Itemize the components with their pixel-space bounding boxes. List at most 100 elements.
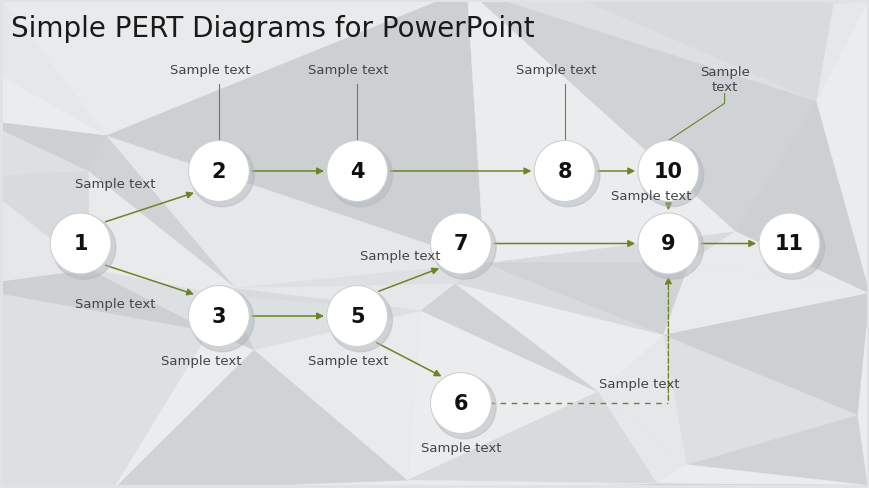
Ellipse shape	[535, 143, 600, 207]
Polygon shape	[3, 485, 112, 488]
Text: 7: 7	[453, 234, 468, 254]
Polygon shape	[597, 392, 686, 484]
Ellipse shape	[52, 216, 116, 280]
Polygon shape	[70, 480, 408, 488]
Text: Sample text: Sample text	[610, 189, 691, 202]
Polygon shape	[70, 484, 866, 488]
Polygon shape	[815, 3, 866, 102]
Text: 4: 4	[349, 162, 364, 182]
Ellipse shape	[640, 216, 703, 280]
Text: Sample
text: Sample text	[699, 66, 749, 94]
Ellipse shape	[758, 214, 819, 274]
Polygon shape	[106, 0, 484, 264]
Polygon shape	[535, 0, 866, 3]
Polygon shape	[857, 294, 868, 485]
Ellipse shape	[430, 373, 491, 434]
Polygon shape	[662, 294, 868, 415]
Polygon shape	[229, 288, 421, 311]
Polygon shape	[235, 285, 454, 311]
Polygon shape	[0, 121, 88, 178]
Text: 11: 11	[774, 234, 803, 254]
Polygon shape	[112, 332, 254, 488]
Polygon shape	[0, 270, 209, 332]
Ellipse shape	[432, 216, 495, 280]
Polygon shape	[3, 0, 535, 3]
Polygon shape	[662, 263, 868, 336]
Polygon shape	[0, 3, 106, 137]
Polygon shape	[90, 270, 229, 332]
Polygon shape	[484, 232, 735, 264]
Polygon shape	[815, 3, 868, 294]
Polygon shape	[0, 178, 90, 287]
Text: Sample text: Sample text	[75, 298, 156, 311]
Polygon shape	[689, 232, 868, 294]
Polygon shape	[3, 332, 209, 488]
Text: 5: 5	[349, 306, 364, 326]
Polygon shape	[90, 270, 235, 297]
Polygon shape	[106, 137, 484, 288]
Ellipse shape	[637, 214, 698, 274]
Text: 10: 10	[653, 162, 682, 182]
Polygon shape	[408, 311, 597, 480]
Polygon shape	[3, 0, 467, 137]
Polygon shape	[770, 0, 833, 102]
Ellipse shape	[189, 286, 249, 347]
Polygon shape	[656, 465, 866, 485]
Text: 1: 1	[73, 234, 88, 254]
Polygon shape	[0, 3, 3, 121]
Polygon shape	[467, 0, 815, 102]
Polygon shape	[454, 264, 662, 336]
Text: Simple PERT Diagrams for PowerPoint: Simple PERT Diagrams for PowerPoint	[11, 15, 534, 43]
Polygon shape	[0, 172, 90, 270]
Polygon shape	[421, 285, 597, 392]
Ellipse shape	[190, 143, 254, 207]
Polygon shape	[770, 0, 866, 5]
Polygon shape	[70, 480, 656, 488]
Polygon shape	[662, 336, 857, 465]
Text: Sample text: Sample text	[161, 354, 242, 367]
Ellipse shape	[190, 288, 254, 352]
Text: Sample text: Sample text	[515, 64, 595, 77]
Ellipse shape	[760, 216, 824, 280]
Text: 2: 2	[211, 162, 226, 182]
Polygon shape	[112, 350, 408, 488]
Polygon shape	[408, 392, 656, 484]
Ellipse shape	[432, 375, 495, 439]
Polygon shape	[88, 172, 235, 288]
Ellipse shape	[328, 288, 392, 352]
Polygon shape	[235, 264, 484, 288]
Text: Sample text: Sample text	[308, 64, 388, 77]
Text: Sample text: Sample text	[599, 377, 679, 390]
Ellipse shape	[328, 143, 392, 207]
Text: 9: 9	[660, 234, 675, 254]
Polygon shape	[0, 121, 106, 172]
Polygon shape	[484, 263, 689, 336]
Polygon shape	[0, 72, 106, 137]
Polygon shape	[467, 0, 735, 264]
Polygon shape	[454, 285, 662, 392]
Polygon shape	[254, 311, 421, 480]
Ellipse shape	[534, 141, 594, 202]
Text: 3: 3	[211, 306, 226, 326]
Ellipse shape	[430, 214, 491, 274]
Ellipse shape	[327, 286, 388, 347]
Text: 6: 6	[453, 393, 468, 413]
Polygon shape	[735, 102, 868, 294]
Text: Sample text: Sample text	[169, 64, 250, 77]
Polygon shape	[467, 0, 815, 232]
Polygon shape	[229, 297, 421, 350]
Ellipse shape	[189, 141, 249, 202]
Polygon shape	[686, 415, 866, 485]
Polygon shape	[88, 137, 235, 288]
Polygon shape	[597, 336, 686, 465]
Ellipse shape	[637, 141, 698, 202]
Ellipse shape	[50, 214, 111, 274]
Text: Sample text: Sample text	[421, 441, 501, 454]
Text: Sample text: Sample text	[308, 354, 388, 367]
Polygon shape	[535, 0, 815, 102]
Text: Sample text: Sample text	[75, 177, 156, 190]
Text: Sample text: Sample text	[360, 249, 441, 263]
Ellipse shape	[327, 141, 388, 202]
Polygon shape	[0, 287, 209, 485]
Text: 8: 8	[557, 162, 571, 182]
